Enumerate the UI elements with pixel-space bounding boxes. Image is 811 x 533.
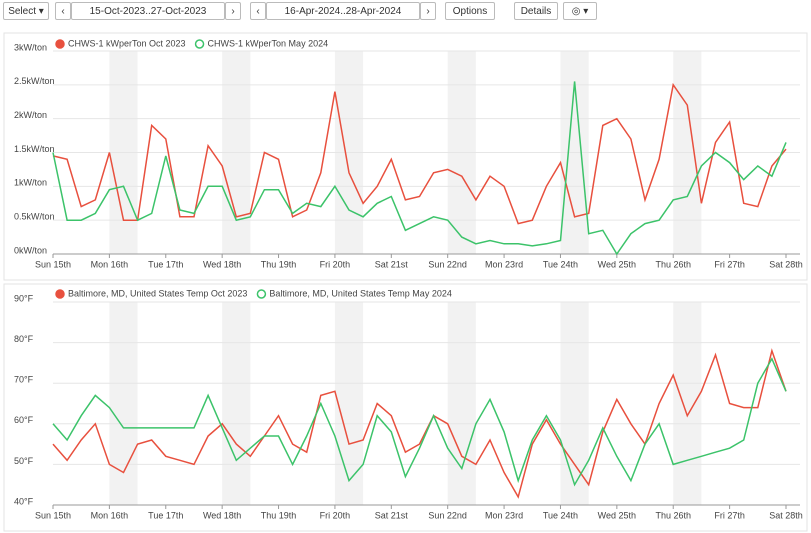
y-tick-label: 90°F (14, 293, 34, 303)
x-tick-label: Sun 15th (35, 259, 71, 269)
range-1[interactable]: 15-Oct-2023..27-Oct-2023 (71, 2, 225, 20)
options-label: Options (452, 5, 488, 17)
x-tick-label: Thu 19th (261, 259, 297, 269)
legend-label: Baltimore, MD, United States Temp May 20… (269, 288, 451, 298)
x-tick-label: Wed 18th (203, 259, 241, 269)
x-tick-label: Sat 28th (769, 259, 803, 269)
x-tick-label: Sun 15th (35, 510, 71, 520)
shade-band (673, 302, 702, 505)
prev-button[interactable]: ‹ (250, 2, 266, 20)
y-tick-label: 0.5kW/ton (14, 212, 55, 222)
x-tick-label: Sat 21st (375, 510, 409, 520)
legend-label: CHWS-1 kWperTon May 2024 (208, 38, 329, 48)
x-tick-label: Mon 23rd (485, 259, 523, 269)
y-tick-label: 50°F (14, 456, 34, 466)
x-tick-label: Wed 25th (598, 510, 636, 520)
charts: 0kW/ton 0.5kW/ton 1kW/ton 1.5kW/ton 2kW/ton 2… (3, 32, 808, 532)
legend-swatch (55, 289, 65, 299)
x-tick-label: Thu 26th (655, 510, 691, 520)
x-tick-label: Fri 27th (714, 259, 745, 269)
next-button[interactable]: › (420, 2, 436, 20)
x-tick-label: Fri 20th (320, 259, 351, 269)
x-tick-label: Sat 28th (769, 510, 803, 520)
x-tick-label: Fri 27th (714, 510, 745, 520)
plot-frame (3, 32, 808, 281)
x-tick-label: Fri 20th (320, 510, 351, 520)
legend-swatch (256, 289, 267, 299)
x-tick-label: Mon 16th (91, 510, 129, 520)
range-2[interactable]: 16-Apr-2024..28-Apr-2024 (266, 2, 420, 20)
legend-swatch (55, 39, 65, 49)
x-tick-label: Wed 18th (203, 510, 241, 520)
y-tick-label: 2.5kW/ton (14, 76, 55, 86)
legend-swatch (194, 39, 205, 49)
range-1-label: 15-Oct-2023..27-Oct-2023 (89, 5, 207, 17)
shade-band (109, 302, 138, 505)
shade-band (222, 302, 251, 505)
data-line (52, 81, 787, 256)
toolbar: Select ▾ ‹ 15-Oct-2023..27-Oct-2023 › ‹ … (0, 0, 811, 24)
x-tick-label: Sun 22nd (428, 510, 467, 520)
x-tick-label: Tue 24th (543, 510, 578, 520)
x-tick-label: Thu 19th (261, 510, 297, 520)
select-label: Select (8, 5, 36, 17)
data-line (52, 357, 787, 487)
x-tick-label: Mon 16th (91, 259, 129, 269)
y-tick-label: 1.5kW/ton (14, 144, 55, 154)
range-2-label: 16-Apr-2024..28-Apr-2024 (284, 5, 402, 17)
next-button[interactable]: › (225, 2, 241, 20)
x-tick-label: Tue 17th (148, 510, 183, 520)
shade-band (560, 302, 589, 505)
y-tick-label: 0kW/ton (14, 245, 47, 255)
select-button[interactable]: Select ▾ (3, 2, 49, 20)
options-button[interactable]: Options (445, 2, 495, 20)
x-tick-label: Sun 22nd (428, 259, 467, 269)
prev-button[interactable]: ‹ (55, 2, 71, 20)
y-tick-label: 70°F (14, 375, 34, 385)
x-tick-label: Sat 21st (375, 259, 409, 269)
settings-button[interactable]: ◎ ▾ (563, 2, 597, 20)
x-tick-label: Tue 17th (148, 259, 183, 269)
y-tick-label: 1kW/ton (14, 178, 47, 188)
shade-band (447, 302, 476, 505)
x-tick-label: Wed 25th (598, 259, 636, 269)
legend-label: Baltimore, MD, United States Temp Oct 20… (68, 288, 247, 298)
shade-band (334, 302, 364, 505)
x-tick-label: Thu 26th (655, 259, 691, 269)
plot-frame (3, 283, 808, 532)
y-tick-label: 80°F (14, 334, 34, 344)
details-label: Details (520, 5, 552, 17)
legend-label: CHWS-1 kWperTon Oct 2023 (68, 38, 186, 48)
x-tick-label: Tue 24th (543, 259, 578, 269)
y-tick-label: 60°F (14, 415, 34, 425)
y-tick-label: 2kW/ton (14, 110, 47, 120)
y-tick-label: 40°F (14, 496, 34, 506)
data-line (52, 348, 787, 499)
x-tick-label: Mon 23rd (485, 510, 523, 520)
details-button[interactable]: Details (514, 2, 558, 20)
y-tick-label: 3kW/ton (14, 42, 47, 52)
